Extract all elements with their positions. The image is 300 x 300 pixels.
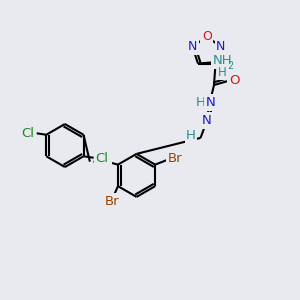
Text: Br: Br [105, 195, 119, 208]
Text: Cl: Cl [21, 127, 34, 140]
Text: O: O [229, 74, 239, 87]
Text: O: O [100, 156, 110, 169]
Text: H: H [218, 66, 227, 79]
Text: N: N [216, 40, 226, 53]
Text: Cl: Cl [95, 152, 109, 165]
Text: N: N [202, 114, 212, 127]
Text: H: H [186, 129, 196, 142]
Text: N: N [188, 40, 197, 53]
Text: Br: Br [167, 152, 182, 165]
Text: 2: 2 [227, 61, 234, 71]
Text: N: N [205, 96, 215, 109]
Text: O: O [202, 30, 212, 43]
Text: H: H [196, 96, 206, 109]
Text: NH: NH [213, 54, 232, 67]
